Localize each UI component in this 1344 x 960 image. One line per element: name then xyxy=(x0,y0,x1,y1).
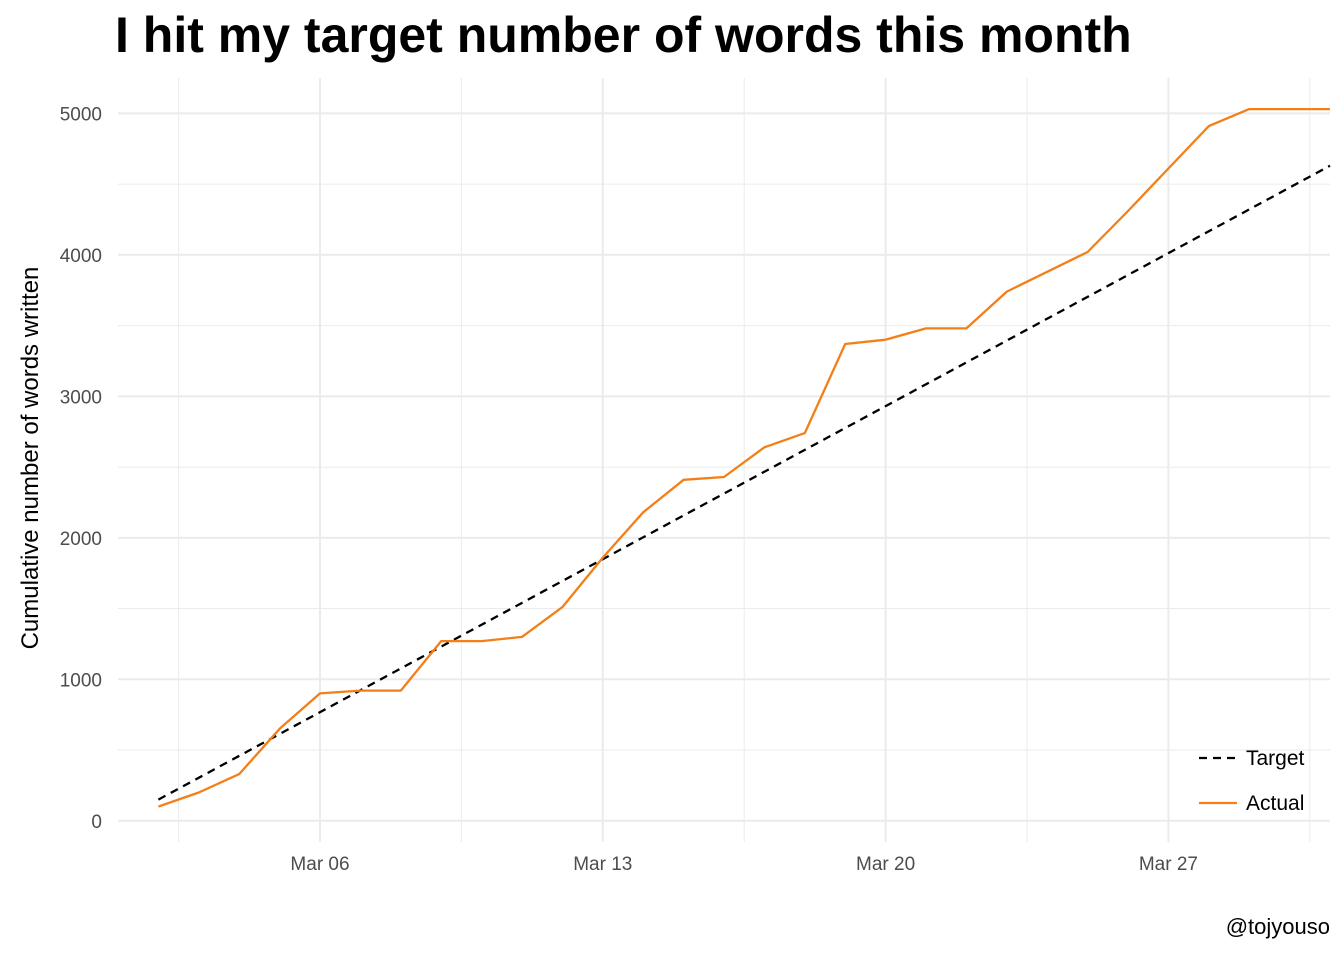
y-tick-label: 3000 xyxy=(60,387,102,408)
x-tick-label: Mar 27 xyxy=(1139,854,1198,875)
x-tick-label: Mar 13 xyxy=(573,854,632,875)
x-tick-label: Mar 06 xyxy=(290,854,349,875)
grid xyxy=(118,78,1330,842)
legend-label-target: Target xyxy=(1246,747,1305,770)
y-tick-label: 2000 xyxy=(60,529,102,550)
x-tick-label: Mar 20 xyxy=(856,854,915,875)
caption: @tojyouso xyxy=(1225,914,1330,939)
y-tick-label: 1000 xyxy=(60,670,102,691)
legend: Target Actual xyxy=(1199,747,1305,815)
y-axis-ticks: 0 1000 2000 3000 4000 5000 xyxy=(60,104,102,832)
y-axis-title: Cumulative number of words written xyxy=(17,267,44,650)
y-tick-label: 5000 xyxy=(60,104,102,125)
series-line-target xyxy=(157,164,1331,801)
x-axis-ticks: Mar 06 Mar 13 Mar 20 Mar 27 xyxy=(290,854,1198,875)
series-line-actual xyxy=(158,107,1330,808)
series-lines xyxy=(157,107,1331,808)
chart-title: I hit my target number of words this mon… xyxy=(115,7,1132,63)
y-tick-label: 0 xyxy=(91,812,102,833)
legend-label-actual: Actual xyxy=(1246,792,1304,815)
y-tick-label: 4000 xyxy=(60,246,102,267)
